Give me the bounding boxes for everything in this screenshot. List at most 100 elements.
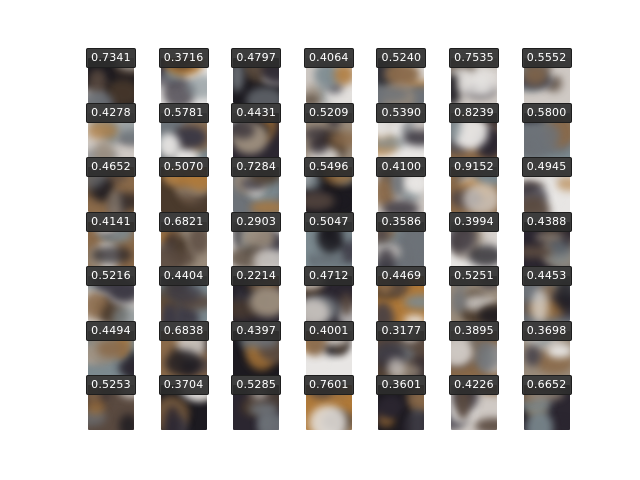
score-label: 0.3586 — [376, 211, 427, 232]
score-label: 0.6838 — [158, 320, 209, 341]
score-label: 0.3601 — [376, 375, 427, 395]
grid-cell: 0.2903 — [231, 211, 282, 270]
grid-cell: 0.4453 — [521, 266, 572, 324]
image-texture — [334, 63, 352, 86]
sample-image-thumbnail — [523, 276, 570, 321]
image-texture — [164, 406, 181, 430]
image-texture — [400, 411, 425, 430]
image-texture — [523, 196, 551, 212]
image-texture — [160, 132, 181, 158]
image-texture — [523, 245, 554, 258]
image-texture — [462, 183, 497, 212]
score-label: 0.4712 — [303, 266, 354, 286]
score-label: 0.4397 — [231, 320, 282, 341]
score-label: 0.4100 — [376, 157, 427, 177]
image-texture — [172, 125, 207, 149]
score-label: 0.3994 — [449, 211, 499, 232]
image-texture — [339, 292, 352, 316]
image-texture — [117, 358, 134, 376]
image-texture — [546, 240, 570, 265]
grid-cell: 0.4278 — [86, 102, 136, 161]
image-texture — [405, 227, 425, 257]
grid-cell: 0.4469 — [376, 266, 427, 324]
grid-cell: 0.7535 — [449, 48, 499, 106]
image-texture — [471, 342, 497, 371]
image-texture — [477, 307, 497, 321]
score-label: 0.2903 — [231, 211, 282, 232]
image-texture — [451, 74, 462, 103]
image-texture — [378, 248, 396, 267]
score-label: 0.4226 — [449, 375, 499, 395]
sample-image-thumbnail — [233, 221, 280, 267]
score-label: 0.4945 — [521, 157, 572, 177]
image-texture — [523, 299, 535, 316]
grid-cell: 0.4652 — [86, 157, 136, 215]
score-label: 0.4431 — [231, 102, 282, 123]
image-texture — [451, 112, 461, 141]
score-label: 0.4469 — [376, 266, 427, 286]
grid-cell: 0.9152 — [449, 157, 499, 215]
image-texture — [93, 140, 114, 158]
image-texture — [118, 414, 134, 430]
score-label: 0.7341 — [86, 48, 136, 68]
image-texture — [305, 93, 321, 103]
grid-cell: 0.3895 — [449, 320, 499, 379]
image-texture — [547, 344, 570, 358]
image-texture — [529, 122, 560, 151]
image-texture — [160, 246, 184, 267]
grid-cell: 0.6838 — [158, 320, 209, 379]
grid-cell: 0.3716 — [158, 48, 209, 106]
image-texture — [305, 172, 321, 192]
image-texture — [305, 297, 330, 321]
grid-cell: 0.4141 — [86, 211, 136, 270]
score-label: 0.5240 — [376, 48, 427, 68]
image-texture — [330, 130, 352, 148]
grid-cell: 0.4064 — [303, 48, 354, 106]
image-texture — [451, 288, 466, 313]
grid-cell: 0.4397 — [231, 320, 282, 379]
image-texture — [185, 75, 207, 100]
image-texture — [378, 302, 395, 321]
image-texture — [166, 282, 203, 304]
image-texture — [525, 410, 554, 430]
image-texture — [413, 112, 425, 142]
grid-cell: 0.6821 — [158, 211, 209, 270]
sample-image-thumbnail — [160, 112, 207, 158]
image-texture — [180, 249, 197, 266]
image-texture — [92, 246, 133, 264]
score-label: 0.4001 — [303, 320, 354, 341]
score-label: 0.4652 — [86, 157, 136, 177]
score-label: 0.4064 — [303, 48, 354, 68]
grid-cell: 0.6652 — [521, 375, 572, 433]
score-label: 0.6821 — [158, 211, 209, 232]
score-label: 0.5209 — [303, 102, 354, 123]
score-label: 0.3177 — [376, 320, 427, 341]
grid-cell: 0.3698 — [521, 320, 572, 379]
score-label: 0.9152 — [449, 157, 499, 177]
image-texture — [253, 247, 280, 267]
grid-cell: 0.7601 — [303, 375, 354, 433]
grid-cell: 0.4797 — [231, 48, 282, 106]
image-texture — [455, 387, 471, 421]
score-label: 0.3698 — [521, 320, 572, 341]
score-label: 0.5216 — [86, 266, 136, 286]
grid-cell: 0.4431 — [231, 102, 282, 161]
image-texture — [378, 112, 390, 139]
image-texture — [308, 405, 347, 430]
grid-cell: 0.5781 — [158, 102, 209, 161]
grid-cell: 0.4388 — [521, 211, 572, 270]
score-label: 0.4388 — [521, 211, 572, 232]
score-label: 0.4141 — [86, 211, 136, 232]
image-texture — [457, 72, 492, 97]
grid-cell: 0.5070 — [158, 157, 209, 215]
image-texture — [554, 279, 570, 313]
grid-cell: 0.5552 — [521, 48, 572, 106]
grid-cell: 0.7341 — [86, 48, 136, 106]
image-texture — [403, 295, 425, 309]
image-texture — [451, 340, 474, 366]
image-texture — [378, 227, 390, 242]
image-texture — [97, 338, 129, 359]
grid-cell: 0.4494 — [86, 320, 136, 379]
image-texture — [249, 201, 280, 212]
